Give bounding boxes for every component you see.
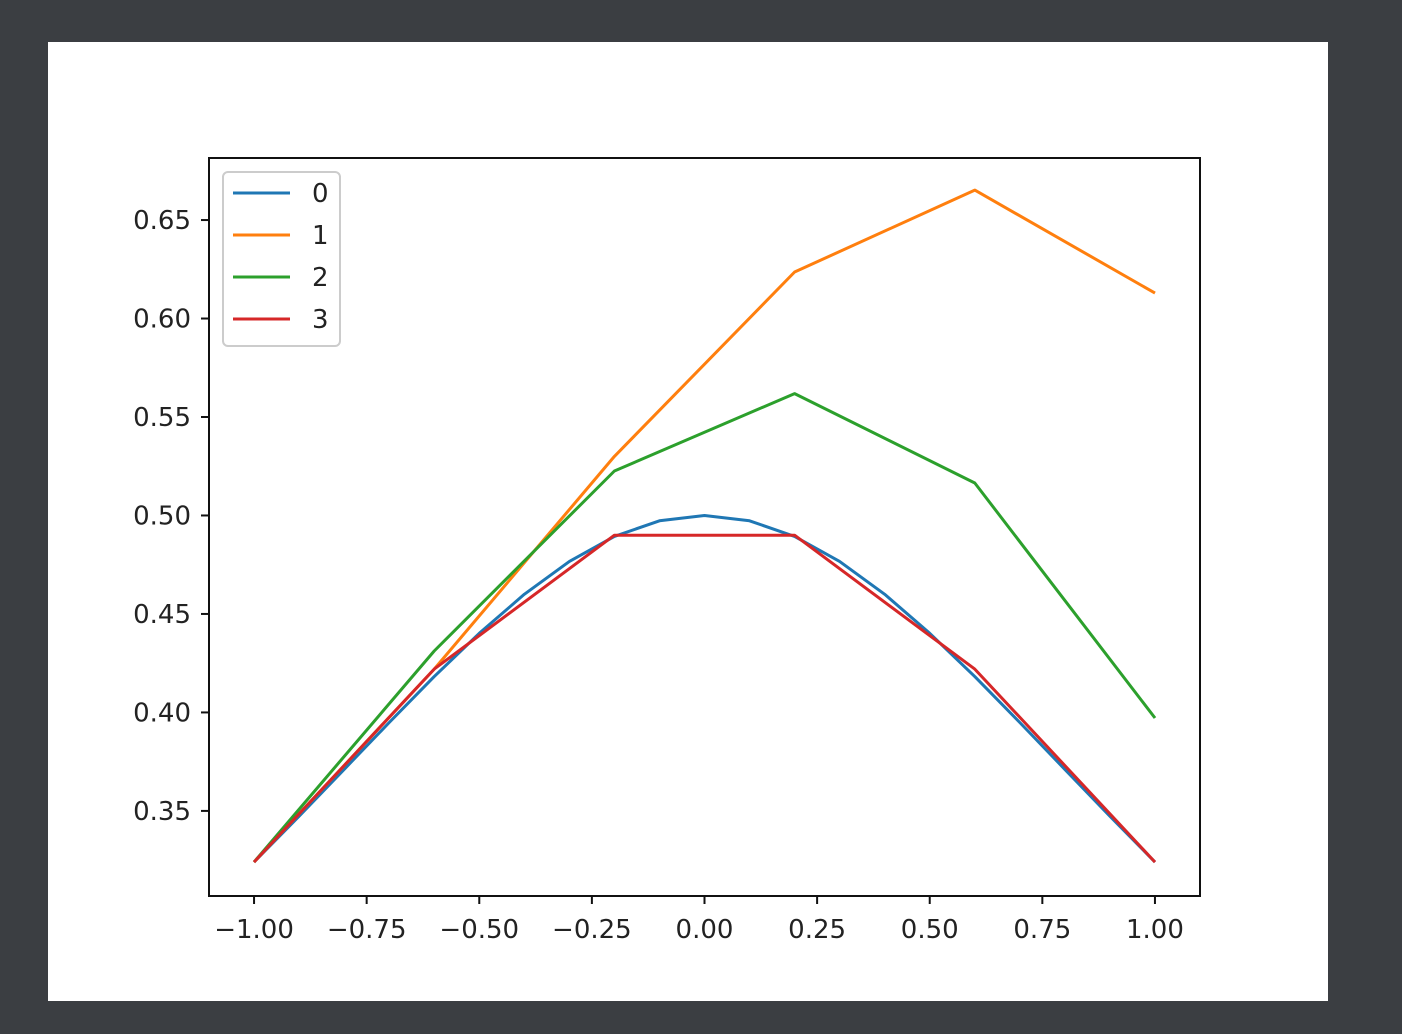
legend-label-2: 2: [312, 263, 329, 293]
x-tick-label: 0.25: [788, 915, 846, 945]
legend-label-3: 3: [312, 305, 329, 335]
x-tick-label: 1.00: [1126, 915, 1184, 945]
y-tick-label: 0.35: [133, 797, 191, 827]
legend-label-0: 0: [312, 179, 329, 209]
figure: −1.00 −0.75 −0.50 −0.25 0.00 0.25 0.50 0.75 1.00…: [48, 42, 1328, 1001]
line-chart: −1.00 −0.75 −0.50 −0.25 0.00 0.25 0.50 0.75 1.00…: [133, 157, 1201, 945]
x-tick-label: −0.25: [552, 915, 632, 945]
series-line-2: [252, 392, 1157, 864]
legend: [222, 171, 341, 347]
y-tick-label: 0.55: [133, 403, 191, 433]
x-tick-label: 0.75: [1013, 915, 1071, 945]
y-tick-label: 0.60: [133, 305, 191, 335]
y-tick-label: 0.40: [133, 698, 191, 728]
y-tick-label: 0.45: [133, 600, 191, 630]
x-tick-label: 0.00: [676, 915, 734, 945]
x-tick-label: −1.00: [214, 915, 294, 945]
x-tick-label: −0.50: [439, 915, 519, 945]
legend-label-1: 1: [312, 221, 329, 251]
y-tick-label: 0.65: [133, 206, 191, 236]
series-line-0: [252, 514, 1157, 864]
x-tick-label: −0.75: [327, 915, 407, 945]
series-line-3: [252, 533, 1157, 864]
series-line-1: [252, 188, 1156, 864]
axes-frame: [208, 157, 1201, 897]
x-tick-label: 0.50: [901, 915, 959, 945]
y-tick-label: 0.50: [133, 501, 191, 531]
